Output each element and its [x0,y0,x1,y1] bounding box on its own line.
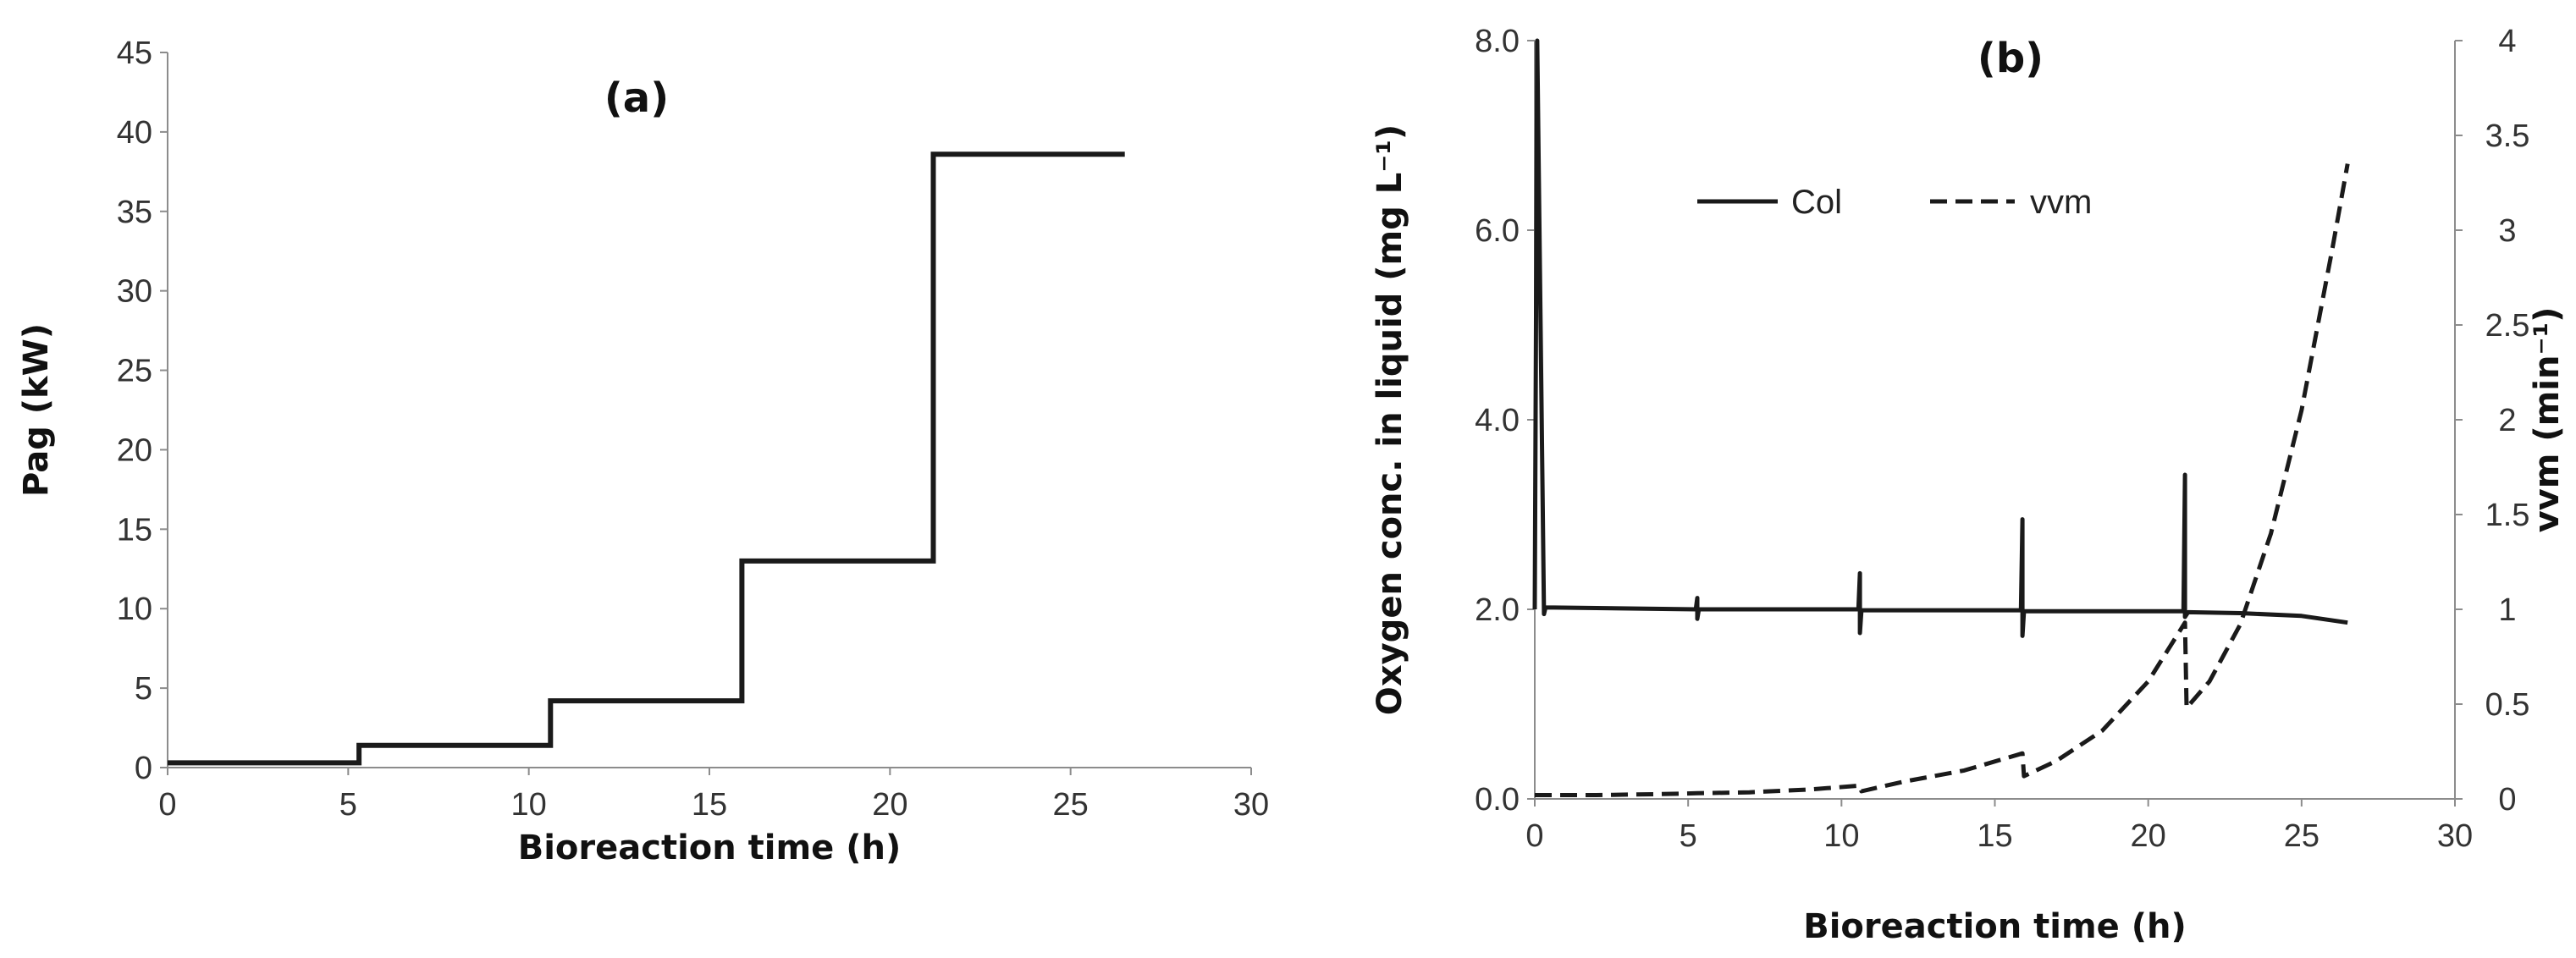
y-tick-label: 30 [117,274,152,310]
right-y-axis-title: vvm (min⁻¹) [2528,307,2567,533]
y-tick-label: 20 [117,432,152,468]
y-axis-title: Pag (kW) [17,323,56,497]
y-tick-label: 0 [135,751,152,786]
legend-label-col: Col [1791,184,1842,221]
x-axis-title: Bioreaction time (h) [1803,907,2187,946]
right-y-tick-label: 2.5 [2485,308,2530,344]
x-tick-label: 10 [511,787,547,823]
y-tick-label: 40 [117,115,152,151]
x-tick-label: 25 [1053,787,1089,823]
panel-label-a: (a) [604,74,669,122]
right-y-tick-label: 1 [2498,592,2516,628]
left-y-tick-label: 4.0 [1475,403,1520,438]
y-tick-label: 5 [135,671,152,707]
x-tick-label: 5 [1680,818,1697,854]
x-tick-label: 5 [339,787,357,823]
series-line-vvm [1535,163,2350,797]
legend-label-vvm: vvm [2030,184,2092,221]
left-y-tick-label: 6.0 [1475,213,1520,249]
y-tick-label: 15 [117,512,152,548]
right-y-tick-label: 3 [2498,213,2516,249]
y-tick-label: 45 [117,36,152,71]
x-tick-label: 30 [2437,818,2473,854]
left-y-tick-label: 8.0 [1475,24,1520,59]
x-tick-label: 25 [2284,818,2320,854]
right-y-tick-label: 3.5 [2485,118,2530,154]
panel-label-b: (b) [1978,35,2044,82]
right-y-tick-label: 1.5 [2485,498,2530,533]
x-tick-label: 0 [158,787,176,823]
right-y-tick-label: 0.5 [2485,687,2530,723]
y-tick-label: 35 [117,195,152,230]
x-tick-label: 20 [872,787,907,823]
left-y-tick-label: 0.0 [1475,782,1520,818]
pag-step-line [168,151,1125,766]
x-tick-label: 10 [1823,818,1859,854]
x-tick-label: 20 [2131,818,2166,854]
x-tick-label: 15 [692,787,727,823]
right-y-tick-label: 4 [2498,24,2516,59]
x-tick-label: 0 [1525,818,1543,854]
panel-b-chart: 0.0 2.0 4.0 6.0 8.0 0 0.5 1 1.5 2 2.5 3 3.5 4 0 5 10 15 20… [1371,24,2567,946]
right-y-tick-label: 2 [2498,403,2516,438]
x-axis-title: Bioreaction time (h) [518,829,902,867]
series-line-col [1532,38,2348,638]
left-y-tick-label: 2.0 [1475,592,1520,628]
right-y-tick-label: 0 [2498,782,2516,818]
y-tick-label: 25 [117,354,152,389]
x-tick-label: 15 [1977,818,2012,854]
left-y-axis-title: Oxygen conc. in liquid (mg L⁻¹) [1371,124,1409,715]
x-tick-label: 30 [1233,787,1269,823]
panel-a-chart: 0 5 10 15 20 25 30 35 40 45 0 5 10 15 20 25 30 Bioreactio… [17,36,1269,867]
y-tick-label: 10 [117,592,152,627]
